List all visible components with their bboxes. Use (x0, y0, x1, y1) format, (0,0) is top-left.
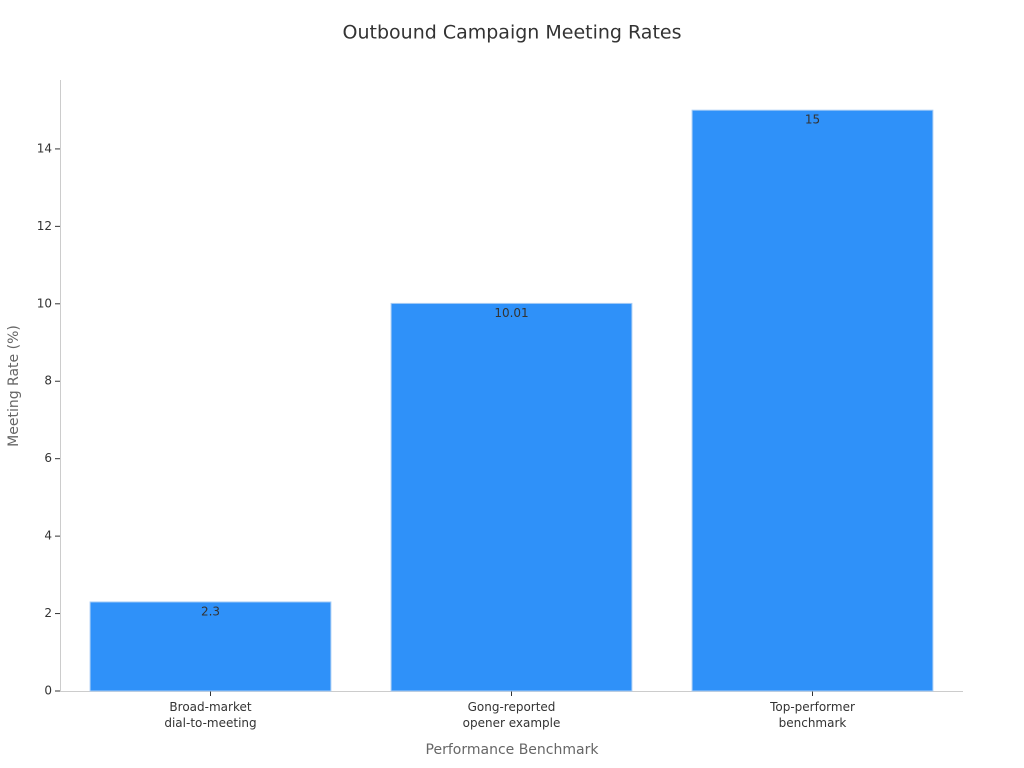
x-axis-label: Performance Benchmark (426, 742, 600, 758)
y-tick-label: 8 (44, 374, 52, 388)
chart-title: Outbound Campaign Meeting Rates (343, 22, 682, 44)
data-label: 2.3 (201, 604, 220, 618)
y-axis-label: Meeting Rate (%) (6, 325, 22, 447)
y-tick-label: 4 (44, 529, 52, 543)
bar (89, 601, 332, 692)
x-tick-label: Gong-reported opener example (463, 700, 561, 730)
y-tick-label: 10 (37, 296, 52, 310)
y-tick-label: 0 (44, 684, 52, 698)
data-label: 15 (805, 113, 820, 127)
y-tick-label: 6 (44, 451, 52, 465)
y-tick-label: 14 (37, 141, 52, 155)
data-label: 10.01 (494, 306, 528, 320)
y-tick-label: 2 (44, 606, 52, 620)
x-tick-label: Top-performer benchmark (769, 700, 855, 730)
bar (390, 302, 633, 692)
y-tick-label: 12 (37, 219, 52, 233)
x-tick-label: Broad-market dial-to-meeting (164, 700, 256, 730)
bar (691, 109, 934, 692)
